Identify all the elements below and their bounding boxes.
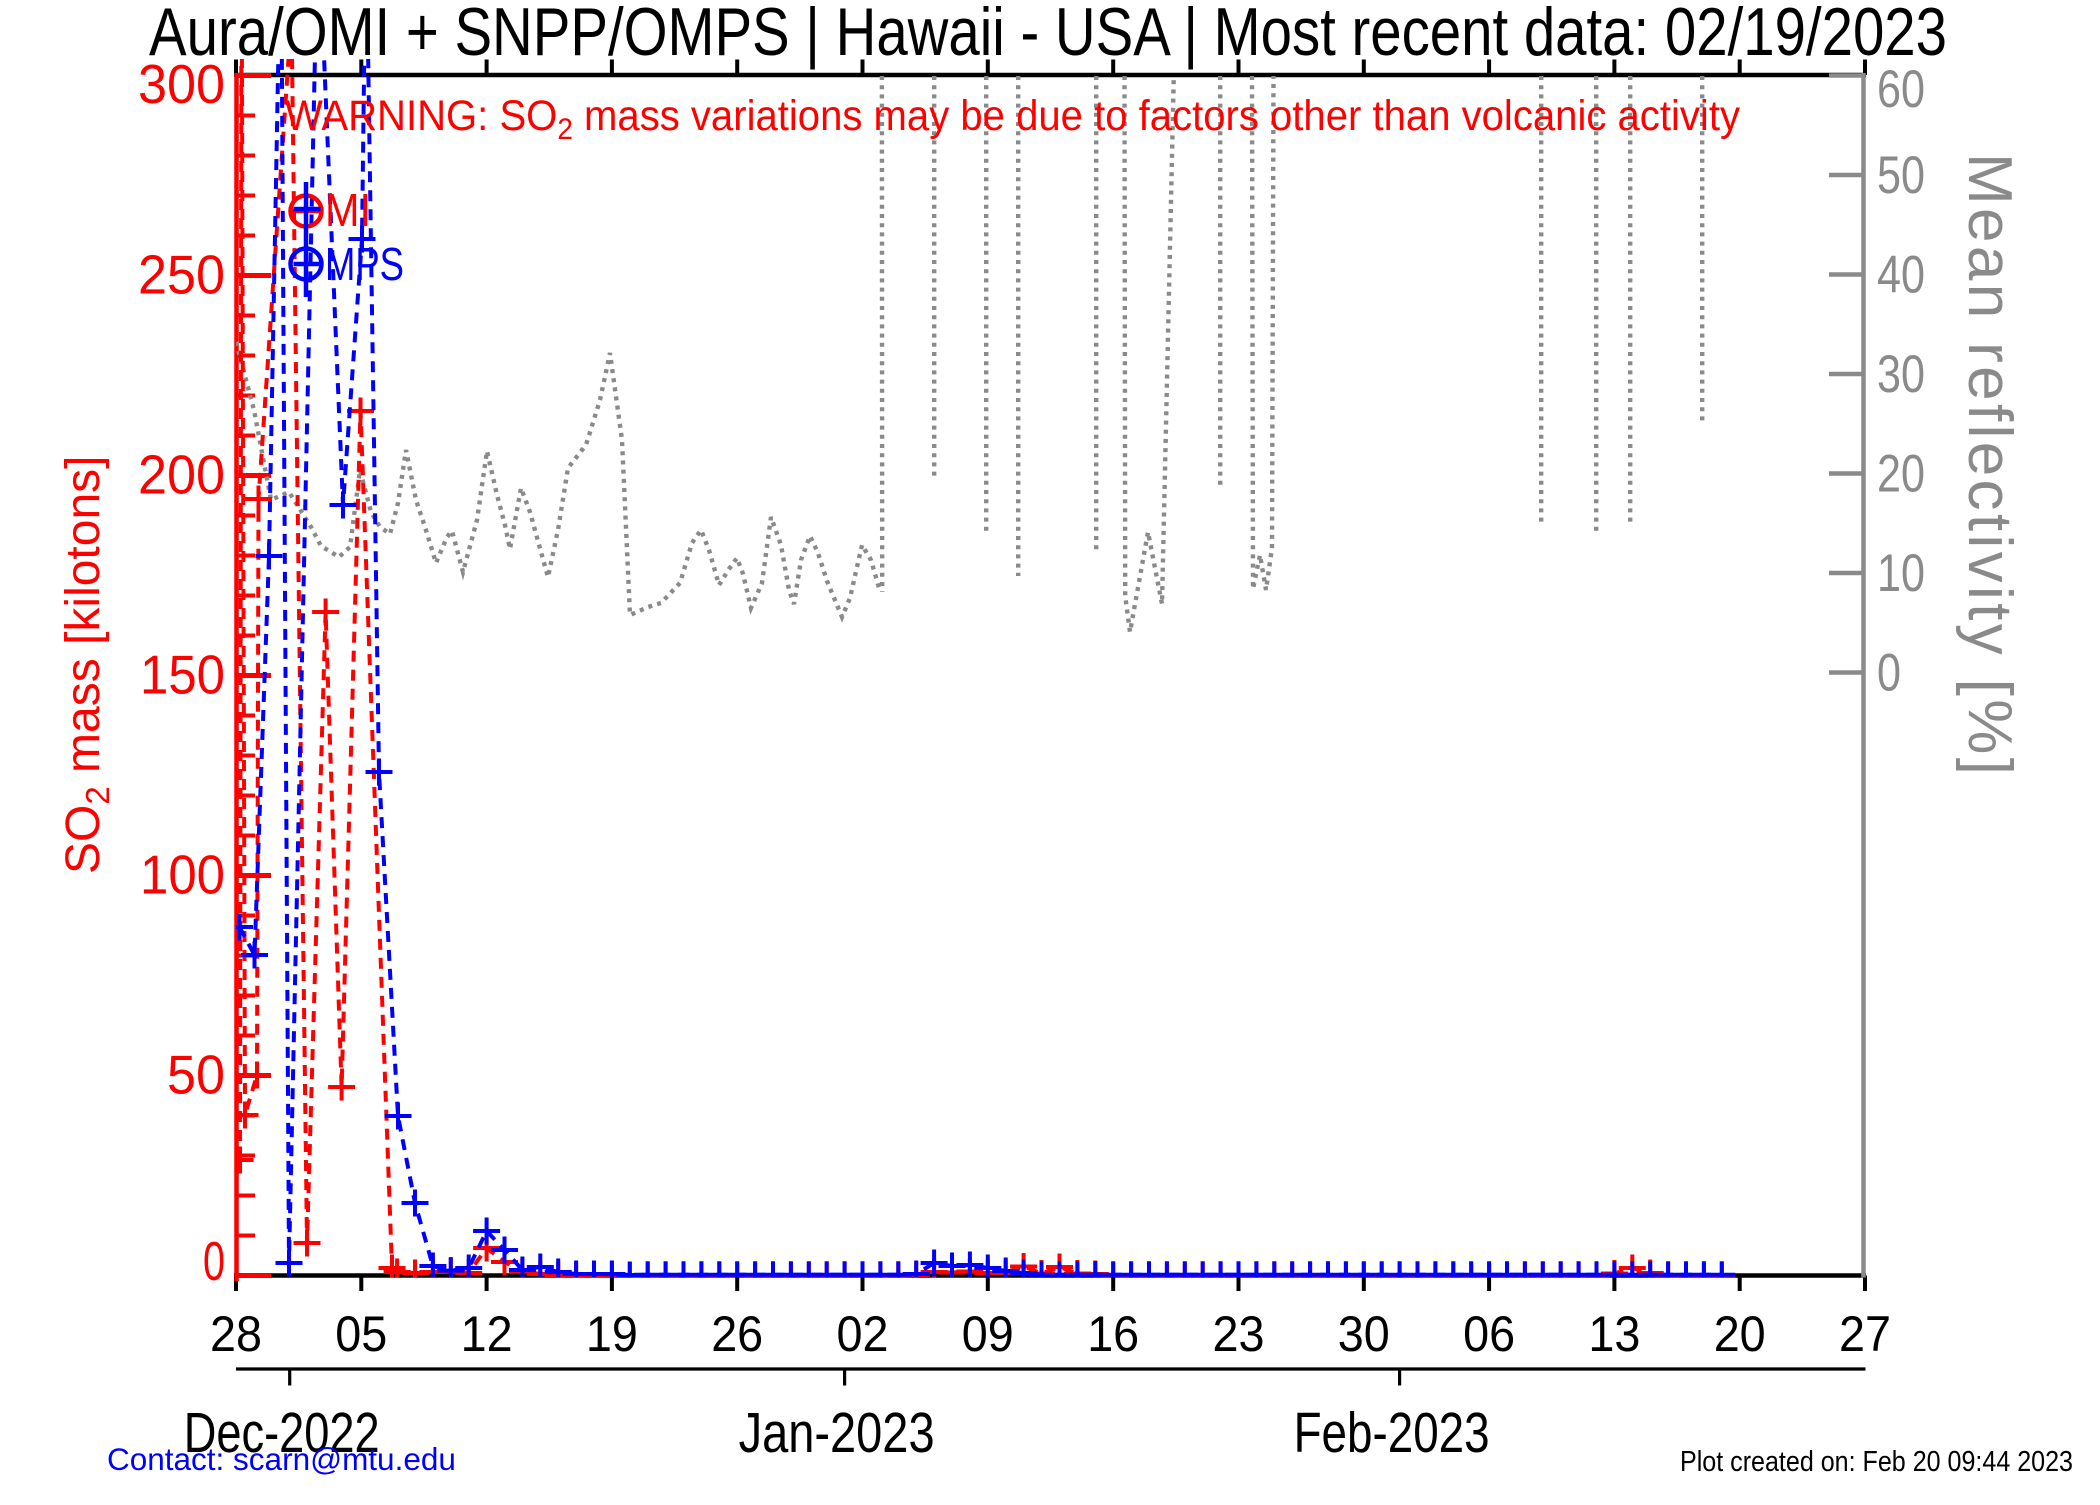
svg-text:SO2 mass [kilotons]: SO2 mass [kilotons] [57,456,116,875]
svg-text:60: 60 [1877,60,1925,119]
svg-text:Feb-2023: Feb-2023 [1294,1401,1490,1465]
svg-text:30: 30 [1338,1306,1390,1362]
svg-text:150: 150 [140,644,225,706]
svg-text:28: 28 [210,1306,262,1362]
svg-text:12: 12 [461,1306,513,1362]
svg-text:Mean reflectivity [%]: Mean reflectivity [%] [1955,153,2024,775]
svg-text:300: 300 [138,53,225,115]
svg-text:Contact: scarn@mtu.edu: Contact: scarn@mtu.edu [107,1441,456,1477]
svg-text:WARNING: SO2 mass variations m: WARNING: SO2 mass variations may be due … [285,92,1740,146]
svg-text:Plot created on: Feb 20 09:44: Plot created on: Feb 20 09:44 2023 [1680,1446,2073,1478]
svg-text:Dec-2022: Dec-2022 [184,1401,380,1465]
svg-text:26: 26 [711,1306,763,1362]
svg-text:40: 40 [1877,246,1925,305]
svg-text:19: 19 [586,1306,638,1362]
svg-text:0: 0 [203,1230,225,1292]
svg-text:100: 100 [140,844,225,906]
svg-text:02: 02 [837,1306,889,1362]
svg-text:200: 200 [138,444,225,506]
svg-text:50: 50 [1877,146,1925,205]
svg-text:05: 05 [335,1306,387,1362]
svg-text:MI: MI [325,184,371,236]
svg-text:13: 13 [1588,1306,1640,1362]
svg-text:16: 16 [1087,1306,1139,1362]
svg-text:23: 23 [1213,1306,1265,1362]
svg-text:10: 10 [1877,544,1925,603]
svg-text:0: 0 [1877,644,1901,703]
svg-text:27: 27 [1839,1306,1891,1362]
svg-text:09: 09 [962,1306,1014,1362]
svg-text:20: 20 [1877,445,1925,504]
svg-text:20: 20 [1714,1306,1766,1362]
svg-text:250: 250 [138,244,225,306]
svg-text:Jan-2023: Jan-2023 [739,1401,935,1465]
svg-text:50: 50 [167,1044,225,1106]
svg-text:Aura/OMI + SNPP/OMPS | Hawaii: Aura/OMI + SNPP/OMPS | Hawaii - USA | Mo… [149,0,1947,70]
svg-text:MPS: MPS [325,238,404,290]
svg-text:06: 06 [1463,1306,1515,1362]
svg-text:30: 30 [1877,345,1925,404]
